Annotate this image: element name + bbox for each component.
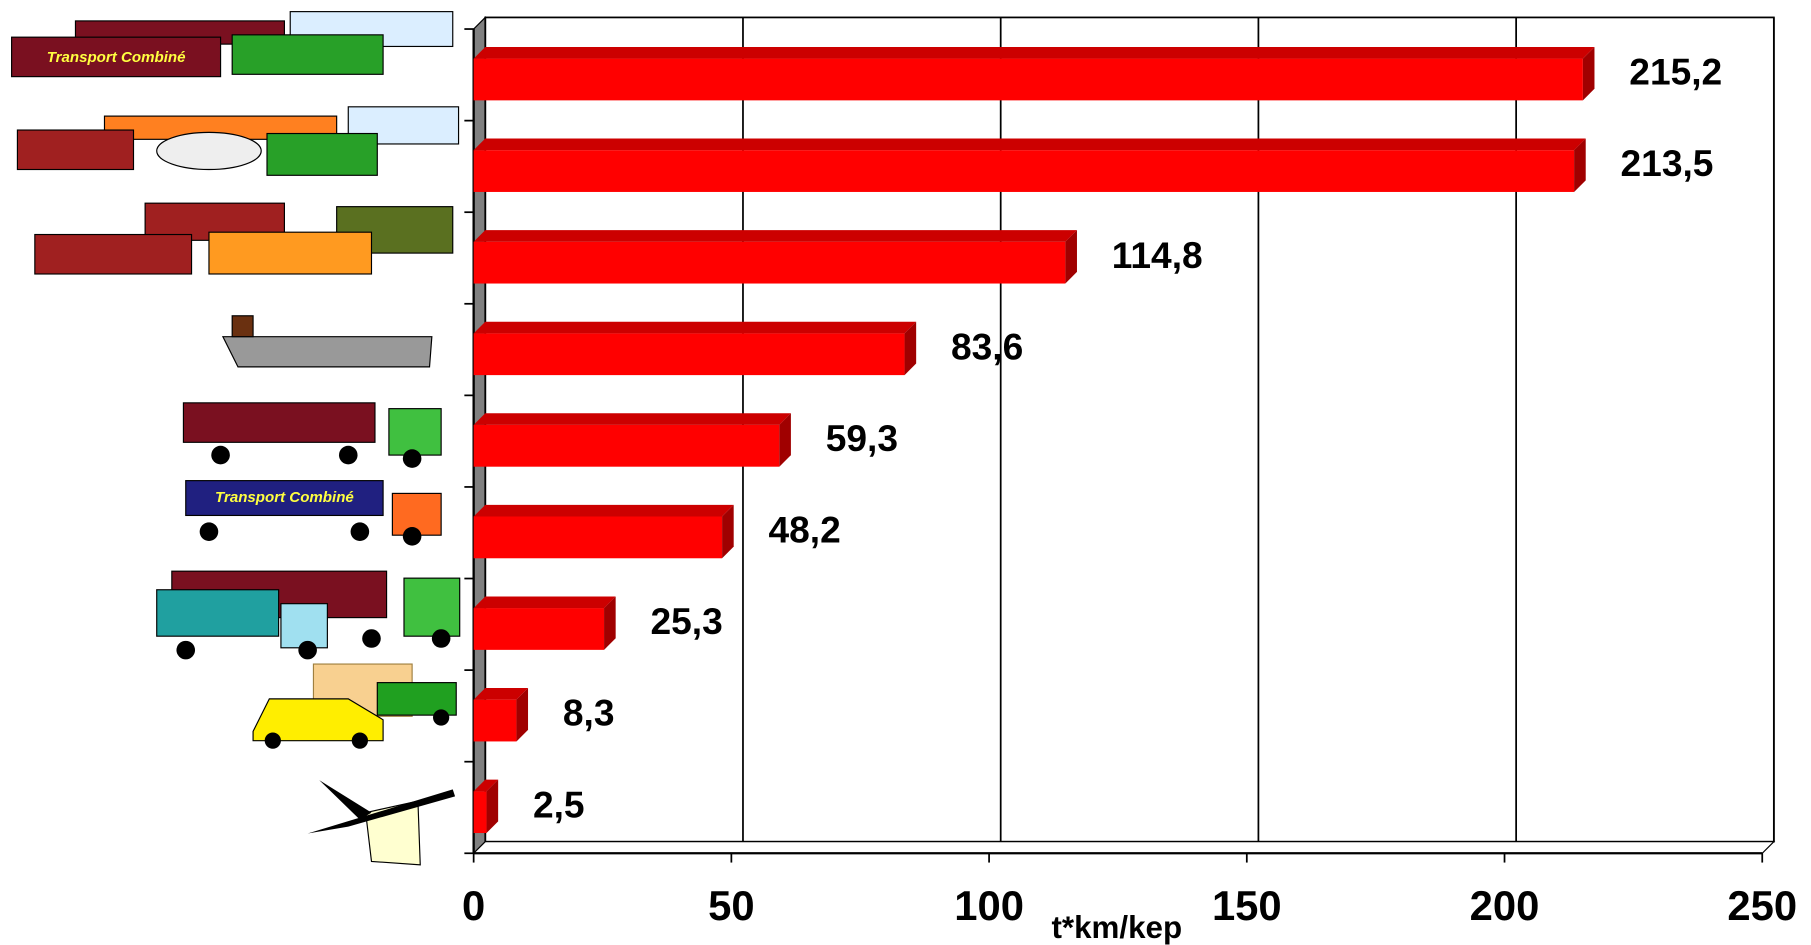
bar-side	[1065, 230, 1077, 284]
bar	[473, 424, 780, 467]
bar	[473, 241, 1066, 284]
value-label: 83,6	[951, 325, 1023, 367]
bar-top	[473, 321, 917, 334]
bar-side	[1582, 46, 1595, 101]
bar-top	[473, 138, 1586, 151]
value-label: 213,5	[1621, 142, 1714, 184]
value-label: 215,2	[1629, 51, 1722, 93]
bar-side	[722, 504, 734, 559]
value-label: 59,3	[826, 417, 898, 459]
x-tick-label: 100	[954, 882, 1024, 929]
bar	[473, 608, 605, 650]
value-label: 48,2	[769, 509, 841, 551]
bar-top	[473, 413, 791, 425]
value-label: 114,8	[1112, 234, 1203, 276]
icon-label: Transport Combiné	[47, 49, 186, 66]
value-label: 8,3	[563, 692, 615, 734]
bar-top	[473, 688, 529, 700]
bar-side	[516, 688, 529, 742]
bar-side	[779, 413, 791, 467]
x-tick-label: 250	[1727, 882, 1797, 929]
x-tick-label: 150	[1212, 882, 1282, 929]
bar-top	[473, 596, 616, 609]
bar-top	[473, 230, 1077, 242]
bar	[473, 791, 487, 834]
bar-side	[486, 779, 499, 834]
bar	[473, 333, 905, 376]
x-axis-label: t*km/kep	[1051, 910, 1182, 945]
bar-side	[604, 596, 616, 650]
bar	[473, 699, 517, 742]
floor	[472, 841, 1776, 854]
bar-side	[1574, 138, 1586, 192]
bar-top	[473, 46, 1595, 59]
icon-label: Transport Combiné	[215, 489, 354, 506]
bar-top	[473, 504, 734, 517]
bar	[473, 150, 1575, 192]
x-tick-label: 0	[462, 882, 485, 929]
value-label: 25,3	[650, 600, 722, 642]
value-label: 2,5	[533, 783, 585, 825]
bar-top	[473, 779, 499, 792]
bar	[473, 58, 1583, 101]
bar-side	[904, 321, 917, 376]
bar	[473, 516, 723, 559]
x-tick-label: 200	[1470, 882, 1540, 929]
x-tick-label: 50	[708, 882, 754, 929]
icons: Transport Combiné Transport Combiné	[11, 11, 461, 866]
